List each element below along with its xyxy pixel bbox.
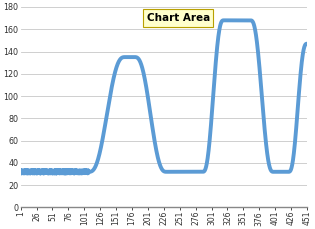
Text: Chart Area: Chart Area — [146, 13, 210, 23]
